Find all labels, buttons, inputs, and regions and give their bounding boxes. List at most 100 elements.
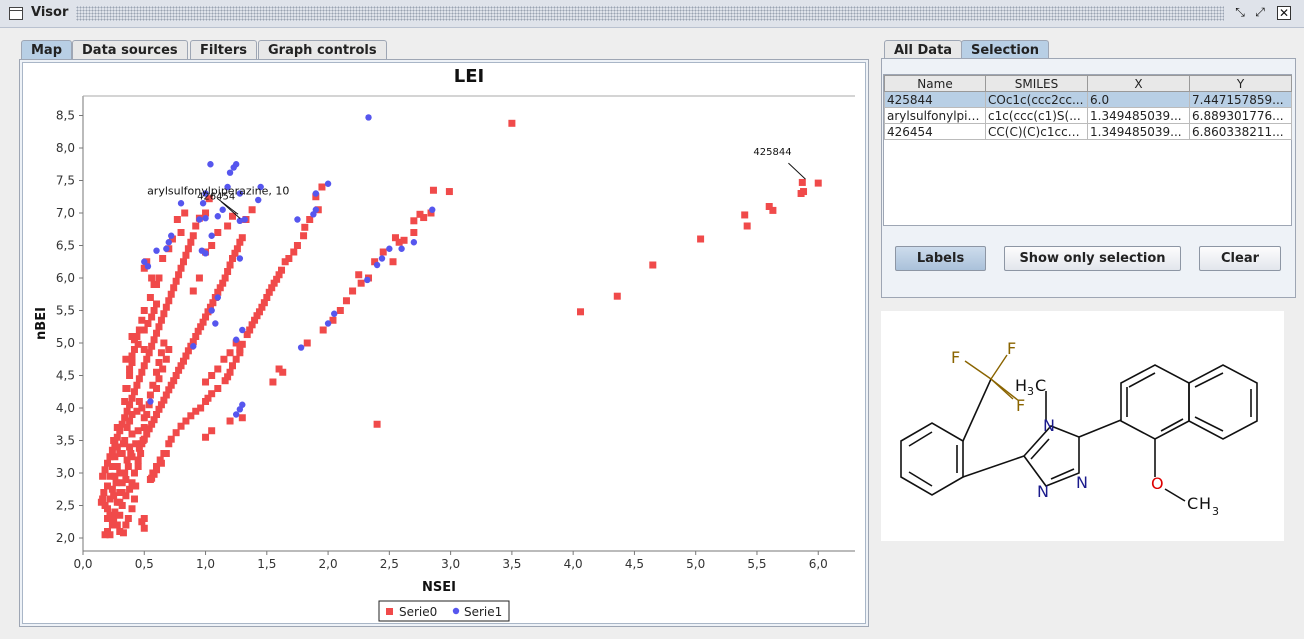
data-point-serie0[interactable]	[132, 482, 140, 490]
data-point-serie0[interactable]	[697, 235, 705, 243]
data-point-serie0[interactable]	[410, 217, 418, 225]
data-point-serie0[interactable]	[167, 290, 175, 298]
data-point-serie1[interactable]	[255, 196, 262, 204]
data-point-serie0[interactable]	[130, 495, 138, 503]
data-point-serie1[interactable]	[324, 320, 332, 327]
data-point-serie0[interactable]	[165, 386, 173, 394]
data-point-serie1[interactable]	[232, 336, 240, 343]
data-point-serie0[interactable]	[128, 394, 136, 402]
data-point-serie0[interactable]	[135, 444, 143, 452]
data-point-serie0[interactable]	[285, 255, 293, 262]
data-point-serie0[interactable]	[150, 416, 158, 424]
data-point-serie0[interactable]	[106, 472, 114, 480]
data-point-serie1[interactable]	[208, 232, 215, 239]
data-point-serie1[interactable]	[163, 245, 170, 252]
data-point-serie0[interactable]	[177, 264, 185, 272]
data-point-serie0[interactable]	[221, 377, 229, 385]
data-point-serie0[interactable]	[175, 366, 183, 374]
data-point-serie0[interactable]	[228, 212, 236, 220]
data-point-serie0[interactable]	[165, 297, 173, 305]
data-point-serie0[interactable]	[192, 407, 200, 415]
data-point-serie0[interactable]	[373, 420, 381, 428]
data-point-serie0[interactable]	[104, 515, 112, 522]
data-point-serie0[interactable]	[165, 346, 173, 353]
data-point-serie0[interactable]	[238, 234, 246, 242]
window-icon[interactable]	[9, 7, 23, 20]
data-point-serie0[interactable]	[104, 505, 112, 513]
table-row[interactable]: 426454 CC(C)(C)c1ccc... 1.349485039... 6…	[884, 123, 1292, 140]
data-point-serie0[interactable]	[134, 340, 142, 348]
data-point-serie0[interactable]	[232, 339, 240, 347]
column-header-y[interactable]: Y	[1189, 75, 1292, 92]
data-point-serie0[interactable]	[248, 321, 256, 329]
data-point-serie0[interactable]	[263, 294, 271, 301]
data-point-serie0[interactable]	[273, 275, 281, 283]
tab-data-sources[interactable]: Data sources	[72, 40, 188, 60]
tab-selection[interactable]: Selection	[961, 40, 1050, 60]
data-point-serie0[interactable]	[391, 234, 399, 242]
data-point-serie1[interactable]	[214, 213, 221, 220]
data-point-serie0[interactable]	[140, 346, 148, 353]
data-point-serie0[interactable]	[205, 195, 213, 203]
data-point-serie0[interactable]	[148, 420, 156, 428]
data-point-serie0[interactable]	[143, 355, 151, 363]
data-point-serie0[interactable]	[226, 368, 234, 376]
data-point-serie0[interactable]	[116, 498, 124, 506]
data-point-serie0[interactable]	[97, 498, 105, 506]
data-point-serie0[interactable]	[153, 463, 161, 470]
data-point-serie1[interactable]	[236, 255, 244, 262]
data-point-serie0[interactable]	[101, 466, 109, 474]
data-point-serie1[interactable]	[153, 247, 160, 254]
data-point-serie1[interactable]	[202, 190, 209, 197]
data-point-serie0[interactable]	[275, 271, 283, 279]
data-point-serie0[interactable]	[123, 424, 131, 431]
data-point-serie0[interactable]	[226, 417, 234, 425]
data-point-serie0[interactable]	[357, 279, 365, 287]
data-point-serie0[interactable]	[278, 266, 286, 274]
data-point-serie0[interactable]	[187, 238, 195, 246]
data-point-serie0[interactable]	[226, 349, 234, 357]
data-point-serie0[interactable]	[182, 251, 190, 259]
data-point-serie1[interactable]	[141, 258, 148, 265]
data-point-serie0[interactable]	[110, 492, 118, 500]
data-point-serie0[interactable]	[167, 381, 175, 389]
data-point-serie1[interactable]	[236, 217, 244, 224]
data-point-serie0[interactable]	[150, 336, 158, 344]
data-point-serie0[interactable]	[228, 362, 236, 370]
data-point-serie0[interactable]	[221, 274, 229, 282]
data-point-serie0[interactable]	[224, 222, 232, 230]
data-point-serie0[interactable]	[104, 459, 112, 467]
data-point-serie0[interactable]	[134, 427, 142, 435]
cell-smiles[interactable]: CC(C)(C)c1ccc...	[985, 123, 1088, 140]
data-point-serie0[interactable]	[251, 316, 259, 324]
data-point-serie0[interactable]	[106, 453, 114, 461]
cell-name[interactable]: arylsulfonylpip...	[884, 107, 986, 124]
data-point-serie0[interactable]	[146, 391, 154, 399]
data-point-serie1[interactable]	[224, 183, 231, 191]
data-point-serie0[interactable]	[243, 331, 251, 339]
data-point-serie0[interactable]	[195, 274, 203, 282]
data-point-serie0[interactable]	[236, 238, 244, 246]
data-point-serie0[interactable]	[126, 401, 134, 409]
data-point-serie0[interactable]	[159, 365, 167, 373]
data-point-serie0[interactable]	[202, 313, 210, 321]
data-point-serie0[interactable]	[231, 249, 239, 257]
data-point-serie0[interactable]	[214, 365, 222, 373]
data-point-serie0[interactable]	[173, 216, 181, 223]
data-point-serie0[interactable]	[159, 255, 167, 262]
data-point-serie0[interactable]	[233, 245, 241, 253]
data-point-serie1[interactable]	[177, 200, 185, 207]
data-point-serie0[interactable]	[150, 307, 158, 314]
data-point-serie0[interactable]	[232, 355, 240, 363]
data-point-serie0[interactable]	[108, 463, 116, 470]
data-point-serie0[interactable]	[238, 340, 246, 348]
data-point-serie0[interactable]	[153, 385, 161, 392]
data-point-serie0[interactable]	[135, 326, 143, 334]
data-point-serie0[interactable]	[118, 479, 126, 487]
data-point-serie1[interactable]	[378, 255, 386, 262]
data-point-serie1[interactable]	[364, 276, 371, 284]
data-point-serie1[interactable]	[207, 161, 214, 168]
data-point-serie0[interactable]	[182, 352, 190, 360]
data-point-serie0[interactable]	[157, 401, 165, 409]
data-point-serie0[interactable]	[255, 308, 263, 316]
